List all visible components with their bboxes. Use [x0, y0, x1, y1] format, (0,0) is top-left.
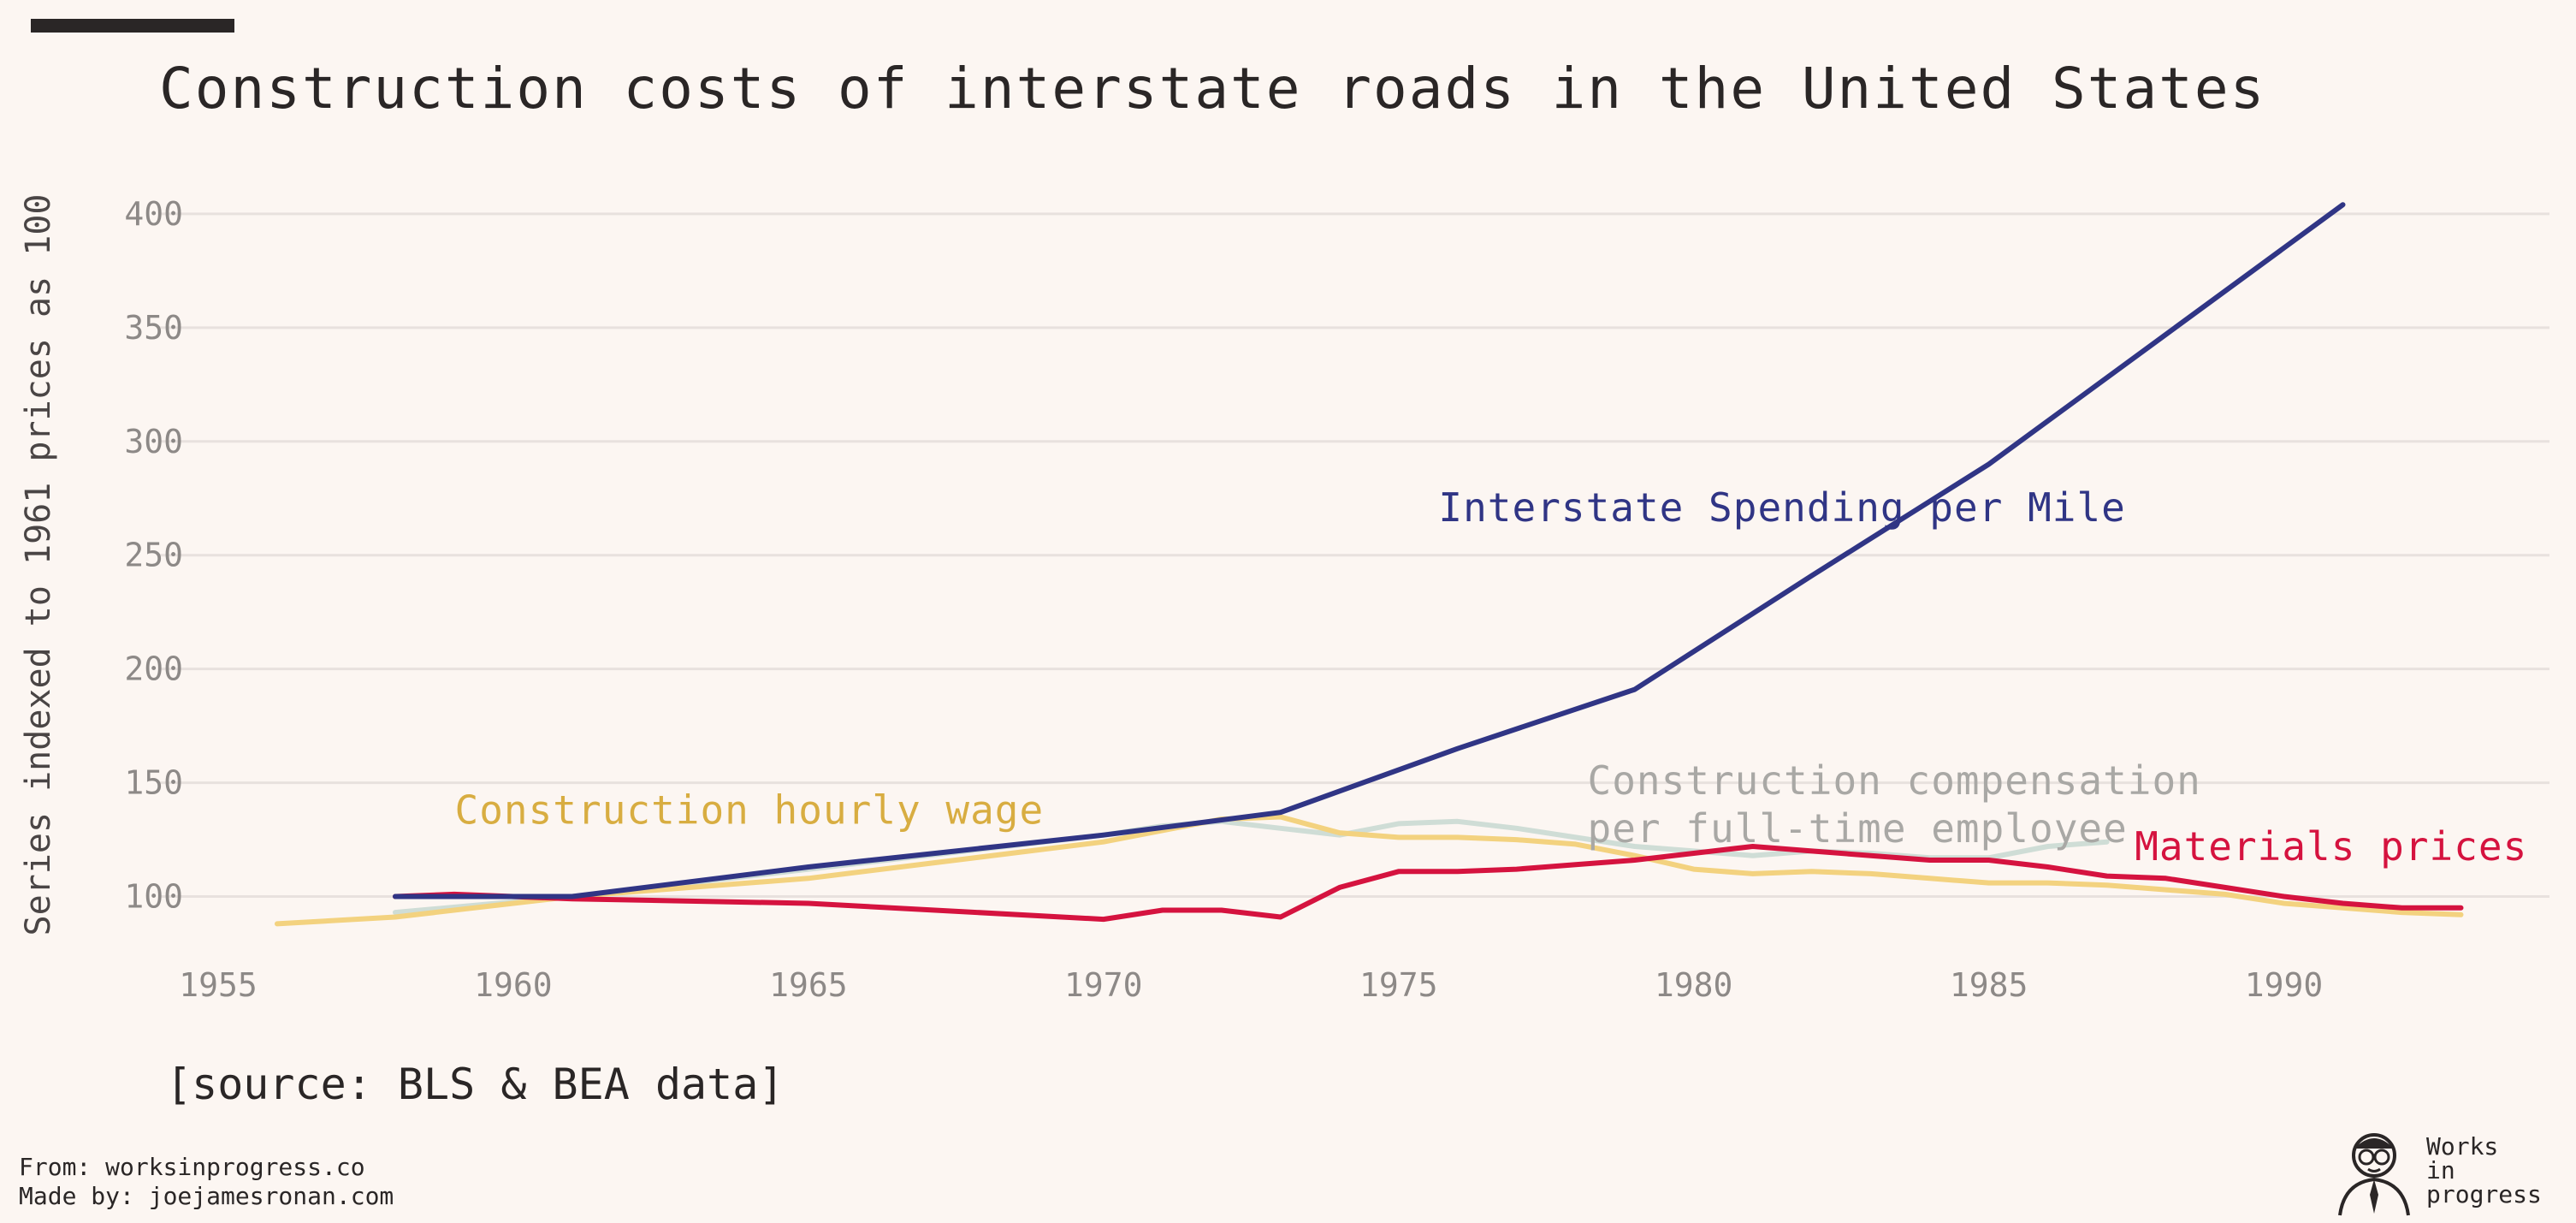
gridlines [159, 212, 2549, 899]
series-line-materials-prices [393, 844, 2464, 923]
brand-wordmark-line2: in [2426, 1156, 2455, 1184]
x-tick-label: 1960 [474, 966, 553, 1004]
chart-title: Construction costs of interstate roads i… [159, 56, 2265, 122]
series-label-construction-compensation-per-full-time-employee: Construction compensation [1588, 757, 2201, 804]
brand-wordmark-line3: progress [2426, 1180, 2542, 1208]
header-accent-bar [31, 19, 234, 33]
brand-wordmark-line1: Works [2426, 1132, 2498, 1161]
axis-ticks: 100 150 200 250 300 350 400 1955 1960 1965 1970 197… [124, 195, 2323, 1004]
series-line-construction-hourly-wage [275, 814, 2464, 927]
series-label-construction-compensation-per-full-time-employee: per full-time employee [1588, 805, 2128, 852]
y-tick-label: 250 [124, 537, 183, 574]
series-lines [275, 202, 2464, 927]
series-label-construction-hourly-wage: Construction hourly wage [455, 787, 1045, 833]
series-label-interstate-spending-per-mile: Interstate Spending per Mile [1438, 484, 2125, 531]
x-tick-label: 1975 [1359, 966, 1438, 1004]
source-note: [source: BLS & BEA data] [166, 1060, 784, 1109]
y-tick-label: 300 [124, 423, 183, 460]
x-tick-label: 1985 [1950, 966, 2028, 1004]
y-tick-label: 150 [124, 764, 183, 802]
series-line-interstate-spending-per-mile [393, 202, 2346, 899]
x-tick-label: 1955 [179, 966, 258, 1004]
y-tick-label: 200 [124, 650, 183, 688]
y-tick-label: 350 [124, 309, 183, 347]
y-tick-label: 100 [124, 878, 183, 916]
x-tick-label: 1965 [769, 966, 848, 1004]
x-tick-label: 1980 [1655, 966, 1733, 1004]
series-labels: Interstate Spending per Mile Construction… [455, 484, 2527, 870]
x-tick-label: 1970 [1064, 966, 1143, 1004]
footer-from: From: worksinprogress.co [19, 1153, 365, 1181]
y-tick-label: 400 [124, 195, 183, 233]
x-tick-label: 1990 [2245, 966, 2324, 1004]
y-axis-label: Series indexed to 1961 prices as 100 [19, 194, 58, 936]
series-label-materials-prices: Materials prices [2135, 823, 2527, 870]
illustrated-person-portrait-icon [2338, 1133, 2410, 1216]
footer-made-by: Made by: joejamesronan.com [19, 1182, 394, 1210]
